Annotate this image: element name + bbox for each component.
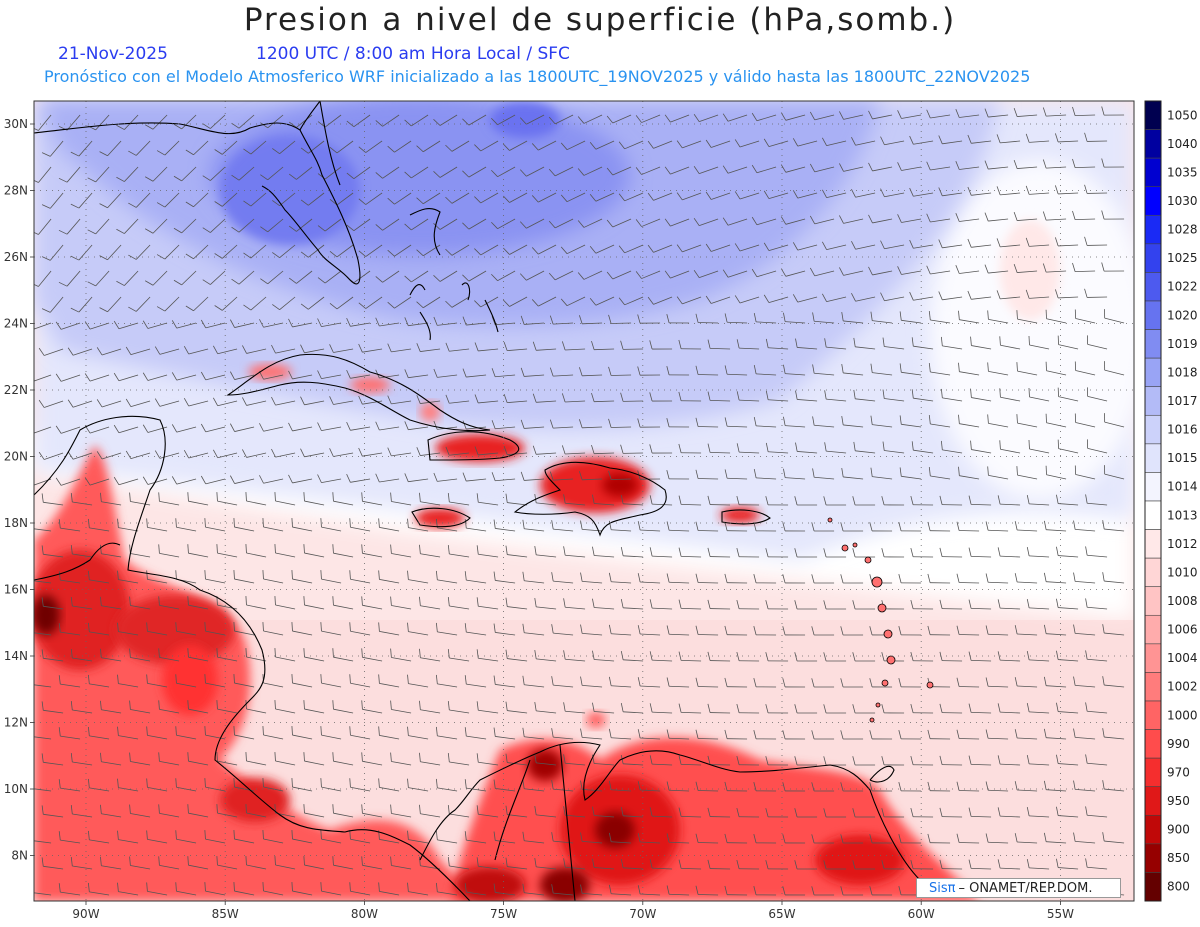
- colorbar-label: 1022: [1167, 280, 1198, 294]
- colorbar-swatch: [1144, 586, 1162, 616]
- colorbar-swatch: [1144, 329, 1162, 359]
- lon-label: 85W: [212, 907, 239, 921]
- colorbar-label: 1025: [1167, 251, 1198, 265]
- colorbar-label: 1018: [1167, 365, 1198, 379]
- colorbar-label: 990: [1167, 737, 1190, 751]
- colorbar-label: 1028: [1167, 223, 1198, 237]
- colorbar-swatch: [1144, 129, 1162, 159]
- colorbar-label: 1030: [1167, 194, 1198, 208]
- colorbar-label: 1019: [1167, 337, 1198, 351]
- colorbar-swatch: [1144, 529, 1162, 559]
- colorbar-label: 970: [1167, 765, 1190, 779]
- colorbar-label: 1020: [1167, 308, 1198, 322]
- lat-label: 24N: [4, 317, 28, 331]
- low-pressure-land: [34, 364, 980, 901]
- colorbar-label: 1013: [1167, 508, 1198, 522]
- colorbar-label: 850: [1167, 851, 1190, 865]
- colorbar-swatch: [1144, 557, 1162, 588]
- colorbar-label: 1010: [1167, 565, 1198, 579]
- colorbar: 1050 1040 1035 1030 1028 1025 1022 1020 1019 1018…: [1144, 100, 1198, 902]
- colorbar-swatch: [1144, 300, 1162, 330]
- lat-label: 16N: [4, 583, 28, 597]
- colorbar-label: 1016: [1167, 423, 1198, 437]
- lat-label: 22N: [4, 383, 28, 397]
- colorbar-swatch: [1144, 757, 1162, 788]
- credit-box: Sisπ – ONAMET/REP.DOM.: [916, 878, 1121, 898]
- forecast-date: 21-Nov-2025: [58, 44, 168, 64]
- colorbar-label: 1017: [1167, 394, 1198, 408]
- colorbar-swatch: [1144, 214, 1162, 245]
- credit-text: – ONAMET/REP.DOM.: [958, 880, 1093, 896]
- lat-label: 14N: [4, 649, 28, 663]
- wind-barbs: [34, 106, 1125, 896]
- model-info: Pronóstico con el Modelo Atmosferico WRF…: [44, 67, 1031, 86]
- colorbar-swatch: [1144, 843, 1162, 873]
- colorbar-swatch: [1144, 357, 1162, 388]
- colorbar-label: 1040: [1167, 137, 1198, 151]
- colorbar-swatch: [1144, 786, 1162, 816]
- chart-title: Presion a nivel de superficie (hPa,somb.…: [243, 2, 957, 38]
- lon-label: 70W: [629, 907, 656, 921]
- colorbar-label: 1050: [1167, 108, 1198, 122]
- header-time-line: 21-Nov-2025 1200 UTC / 8:00 am Hora Loca…: [58, 44, 570, 64]
- colorbar-swatch: [1144, 157, 1162, 188]
- colorbar-swatch: [1144, 472, 1162, 502]
- colorbar-label: 1008: [1167, 594, 1198, 608]
- lat-label: 8N: [11, 849, 28, 863]
- lat-label: 20N: [4, 450, 28, 464]
- colorbar-label: 1035: [1167, 165, 1198, 179]
- colorbar-swatch: [1144, 672, 1162, 702]
- colorbar-swatch: [1144, 614, 1162, 645]
- colorbar-label: 1012: [1167, 537, 1198, 551]
- lon-label: 65W: [768, 907, 795, 921]
- lon-label: 75W: [490, 907, 517, 921]
- lat-label: 18N: [4, 516, 28, 530]
- colorbar-swatch: [1144, 272, 1162, 302]
- colorbar-label: 1015: [1167, 451, 1198, 465]
- lat-lon-grid: [30, 101, 1134, 905]
- coastlines: [34, 101, 921, 901]
- pressure-field: [34, 101, 1134, 901]
- colorbar-swatch: [1144, 729, 1162, 759]
- colorbar-label: 1004: [1167, 651, 1198, 665]
- lon-label: 60W: [908, 907, 935, 921]
- colorbar-swatch: [1144, 643, 1162, 673]
- lesser-antilles: [827, 517, 934, 723]
- lat-label: 28N: [4, 184, 28, 198]
- colorbar-swatch: [1144, 872, 1162, 902]
- lon-label: 90W: [72, 907, 99, 921]
- valid-time: 1200 UTC / 8:00 am Hora Local / SFC: [256, 44, 570, 64]
- colorbar-swatch: [1144, 500, 1162, 530]
- colorbar-swatch: [1144, 100, 1162, 130]
- colorbar-swatch: [1144, 186, 1162, 216]
- colorbar-label: 1014: [1167, 480, 1198, 494]
- lat-label: 12N: [4, 716, 28, 730]
- colorbar-swatch: [1144, 814, 1162, 845]
- longitude-labels: 90W 85W 80W 75W 70W 65W 60W 55W: [72, 907, 1074, 921]
- colorbar-label: 1000: [1167, 708, 1198, 722]
- colorbar-swatch: [1144, 386, 1162, 416]
- colorbar-label: 1002: [1167, 680, 1198, 694]
- sispi-logo: Sisπ: [929, 880, 956, 896]
- colorbar-swatch: [1144, 443, 1162, 473]
- colorbar-label: 950: [1167, 794, 1190, 808]
- lat-label: 30N: [4, 117, 28, 131]
- colorbar-swatch: [1144, 243, 1162, 273]
- lon-label: 55W: [1047, 907, 1074, 921]
- lat-label: 10N: [4, 782, 28, 796]
- lon-label: 80W: [351, 907, 378, 921]
- latitude-labels: 30N 28N 26N 24N 22N 20N 18N 16N 14N 12N 10N 8N: [4, 117, 28, 863]
- colorbar-label: 1006: [1167, 623, 1198, 637]
- colorbar-label: 900: [1167, 823, 1190, 837]
- colorbar-label: 800: [1167, 880, 1190, 894]
- colorbar-swatch: [1144, 414, 1162, 445]
- plot-frame: [33, 100, 1135, 902]
- lat-label: 26N: [4, 250, 28, 264]
- colorbar-swatch: [1144, 700, 1162, 730]
